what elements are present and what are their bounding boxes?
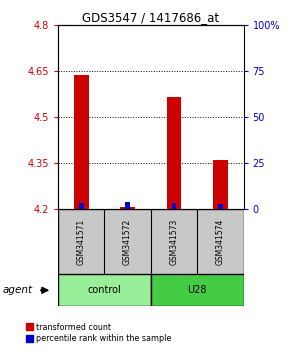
- Text: GSM341571: GSM341571: [77, 218, 86, 265]
- Text: GSM341574: GSM341574: [216, 218, 225, 265]
- Text: U28: U28: [187, 285, 207, 295]
- Title: GDS3547 / 1417686_at: GDS3547 / 1417686_at: [82, 11, 219, 24]
- Bar: [218, 204, 223, 209]
- Text: agent: agent: [3, 285, 33, 295]
- Bar: [125, 202, 130, 209]
- FancyBboxPatch shape: [58, 274, 151, 306]
- Bar: [172, 203, 176, 209]
- Bar: [74, 75, 89, 209]
- Bar: [166, 97, 182, 209]
- Text: GSM341572: GSM341572: [123, 218, 132, 265]
- Legend: transformed count, percentile rank within the sample: transformed count, percentile rank withi…: [26, 322, 171, 343]
- FancyBboxPatch shape: [58, 209, 244, 274]
- Bar: [79, 203, 84, 209]
- Bar: [213, 160, 228, 209]
- FancyBboxPatch shape: [151, 274, 244, 306]
- Text: GSM341573: GSM341573: [169, 218, 179, 265]
- Text: control: control: [88, 285, 121, 295]
- Bar: [120, 207, 135, 209]
